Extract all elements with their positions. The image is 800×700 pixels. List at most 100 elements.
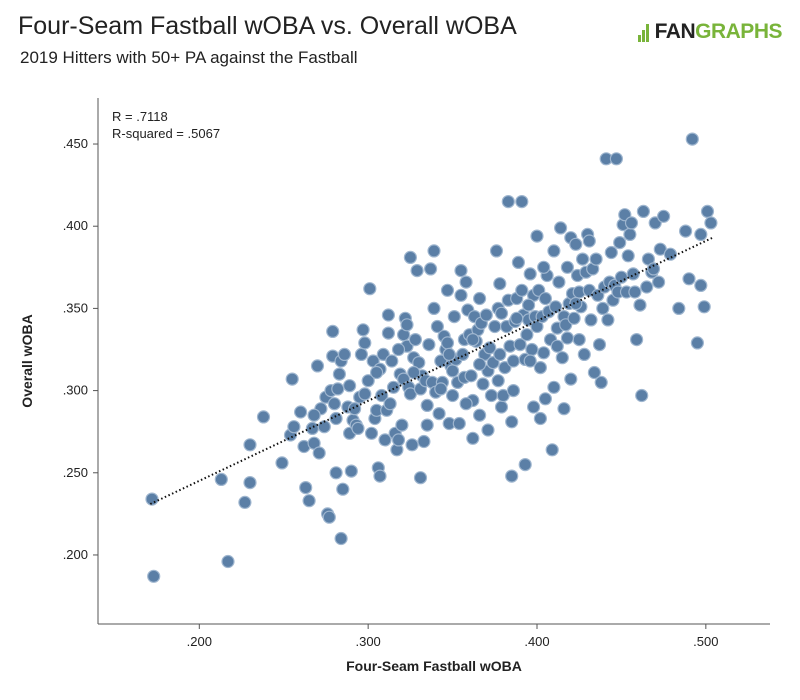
data-point: [511, 255, 526, 269]
data-point: [633, 298, 647, 312]
data-point: [624, 216, 639, 230]
data-point: [592, 338, 607, 352]
logo-text-fan: FAN: [654, 20, 696, 43]
data-point: [446, 364, 460, 378]
data-point: [569, 237, 583, 251]
data-point: [364, 426, 379, 440]
data-point: [489, 244, 504, 258]
data-point: [403, 250, 417, 264]
data-point: [626, 267, 640, 281]
data-point: [479, 308, 493, 322]
data-point: [378, 433, 392, 447]
data-point: [547, 244, 561, 258]
data-point: [506, 354, 521, 368]
data-point: [494, 400, 509, 414]
data-point: [704, 216, 718, 230]
data-point: [604, 245, 618, 260]
data-point: [697, 300, 711, 314]
annotation-r-squared: R-squared = .5067: [112, 126, 220, 141]
data-point: [613, 236, 627, 250]
data-point: [601, 313, 615, 327]
data-point: [327, 397, 341, 411]
data-point: [672, 301, 686, 315]
annotation-r: R = .7118: [112, 109, 168, 124]
data-point: [147, 569, 161, 583]
data-point: [363, 282, 377, 296]
data-point: [656, 209, 671, 223]
data-point: [373, 469, 387, 483]
data-point: [452, 416, 466, 431]
data-point: [682, 272, 696, 286]
data-point: [552, 275, 566, 289]
data-point: [302, 494, 316, 508]
data-point: [525, 342, 539, 357]
data-point: [510, 311, 524, 325]
data-point: [410, 264, 424, 278]
data-point: [381, 326, 395, 340]
data-point: [459, 397, 473, 411]
data-point: [640, 280, 654, 294]
data-point: [473, 357, 487, 371]
data-point: [447, 310, 461, 324]
data-point: [594, 375, 608, 389]
y-tick-label: .350: [63, 300, 88, 315]
data-point: [587, 365, 602, 380]
data-point: [442, 347, 456, 361]
data-point: [567, 311, 581, 325]
data-point: [518, 458, 532, 472]
logo-text-graphs: GRAPHS: [695, 20, 782, 43]
y-tick-label: .200: [63, 547, 88, 562]
data-point: [694, 227, 708, 241]
data-point: [555, 351, 569, 365]
data-point: [420, 418, 434, 432]
data-point: [550, 339, 564, 353]
data-point: [501, 195, 515, 209]
data-point: [484, 388, 498, 403]
data-point: [537, 346, 551, 360]
data-point: [557, 402, 571, 416]
data-point: [434, 382, 448, 396]
data-point: [351, 421, 365, 435]
data-point: [663, 247, 678, 261]
data-point: [440, 283, 455, 297]
data-point: [623, 227, 637, 241]
page-title: Four-Seam Fastball wOBA vs. Overall wOBA: [18, 12, 517, 40]
data-point: [307, 408, 321, 422]
y-tick-label: .250: [63, 465, 88, 480]
data-point: [678, 224, 693, 238]
data-point: [523, 354, 537, 368]
x-tick-label: .400: [524, 634, 549, 649]
data-point: [312, 446, 326, 460]
data-point: [332, 367, 346, 381]
data-point: [476, 377, 490, 391]
data-point: [214, 472, 228, 486]
data-point: [454, 288, 468, 302]
data-point: [334, 531, 348, 546]
data-point: [493, 347, 507, 361]
data-point: [381, 308, 395, 322]
data-point: [473, 291, 487, 306]
data-point: [440, 336, 455, 350]
data-point: [285, 372, 299, 386]
data-point: [358, 336, 372, 350]
data-point: [348, 402, 362, 416]
data-point: [413, 471, 428, 485]
data-point: [538, 392, 553, 406]
data-point: [473, 408, 487, 422]
data-point: [299, 481, 313, 495]
data-point: [326, 324, 340, 338]
data-point: [589, 252, 603, 266]
data-point: [609, 152, 624, 166]
x-axis-title: Four-Seam Fastball wOBA: [346, 658, 522, 674]
data-point: [491, 374, 505, 388]
data-point: [336, 482, 350, 496]
data-point: [560, 260, 575, 274]
data-point: [424, 262, 438, 276]
data-point: [523, 267, 537, 281]
data-point: [466, 431, 480, 445]
data-point: [370, 365, 384, 380]
data-point: [331, 382, 345, 396]
data-point: [354, 347, 368, 361]
data-point: [690, 336, 705, 350]
page-subtitle: 2019 Hitters with 50+ PA against the Fas…: [20, 48, 358, 67]
